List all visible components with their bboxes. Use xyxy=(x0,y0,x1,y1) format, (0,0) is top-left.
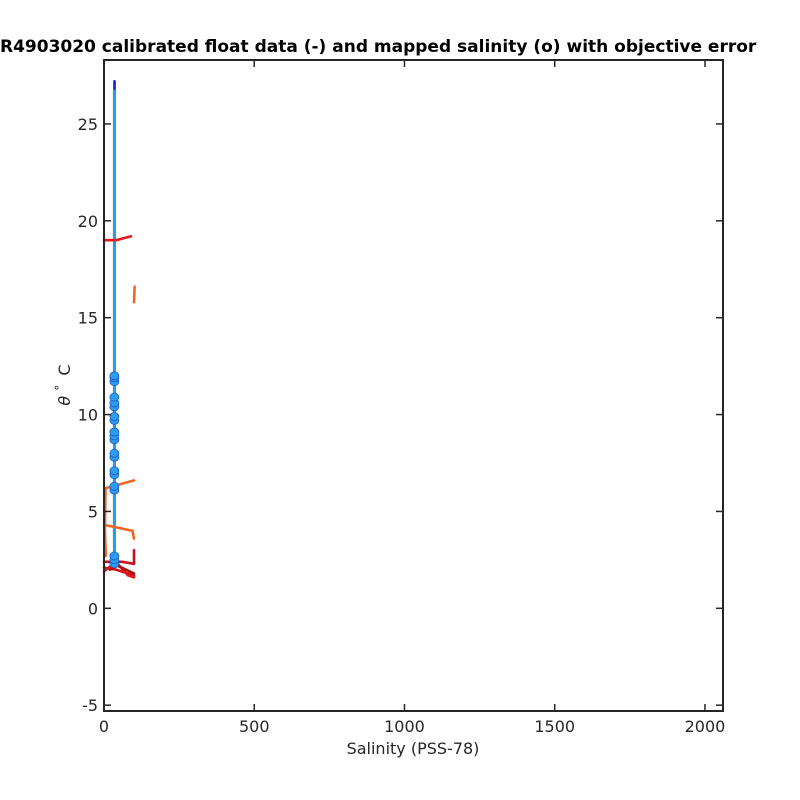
mapped-point-8 xyxy=(109,448,120,458)
plot-area xyxy=(104,60,723,711)
x-tick-label: 2000 xyxy=(685,717,726,736)
y-axis-label: θ ° C xyxy=(49,364,74,405)
y-axis-label-symbol: θ xyxy=(55,396,74,406)
plot-background xyxy=(104,60,723,711)
mapped-point-4 xyxy=(109,481,120,491)
series-line-3 xyxy=(132,285,136,304)
y-tick-label: 15 xyxy=(78,309,98,328)
axes-box xyxy=(103,59,724,712)
x-tick-label: 1000 xyxy=(384,717,425,736)
mapped-point-2 xyxy=(109,551,120,561)
x-tick-label: 1500 xyxy=(534,717,575,736)
y-tick-label: -5 xyxy=(82,696,98,715)
y-tick-label: 20 xyxy=(78,212,98,231)
mapped-point-19 xyxy=(109,371,120,381)
y-axis-label-text: θ ° C xyxy=(49,364,74,405)
x-tick-label: 500 xyxy=(239,717,270,736)
mapped-point-11 xyxy=(109,427,120,437)
mapped-point-13 xyxy=(109,412,120,421)
y-tick-label: 10 xyxy=(78,406,98,425)
mapped-point-16 xyxy=(109,392,120,402)
y-axis-label-degree: ° xyxy=(53,385,67,391)
series-line-5 xyxy=(103,523,136,540)
chart-title: R4903020 calibrated float data (-) and m… xyxy=(0,37,757,57)
x-axis-label: Salinity (PSS-78) xyxy=(347,739,480,758)
series-line-2 xyxy=(102,235,133,242)
series-line-4 xyxy=(103,479,136,558)
y-tick-label: 0 xyxy=(88,599,98,618)
x-tick-label: 0 xyxy=(99,717,109,736)
mapped-points-layer xyxy=(109,371,120,569)
y-tick-label: 5 xyxy=(88,502,98,521)
y-axis-label-unit: C xyxy=(55,364,74,375)
y-tick-label: 25 xyxy=(78,115,98,134)
mapped-point-6 xyxy=(109,466,120,476)
